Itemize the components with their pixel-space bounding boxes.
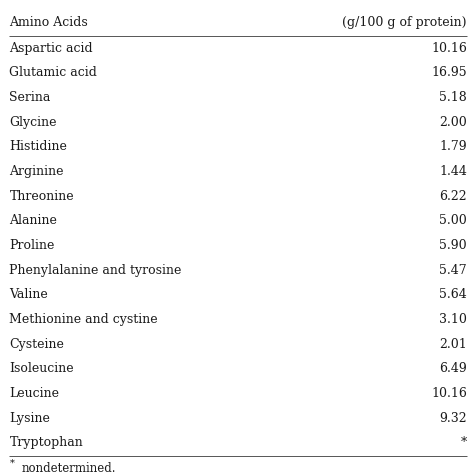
- Text: 2.00: 2.00: [439, 116, 467, 129]
- Text: 1.44: 1.44: [439, 165, 467, 178]
- Text: Histidine: Histidine: [9, 140, 67, 154]
- Text: Arginine: Arginine: [9, 165, 64, 178]
- Text: Cysteine: Cysteine: [9, 337, 64, 351]
- Text: Threonine: Threonine: [9, 190, 74, 203]
- Text: 6.49: 6.49: [439, 362, 467, 375]
- Text: Phenylalanine and tyrosine: Phenylalanine and tyrosine: [9, 264, 182, 277]
- Text: Glycine: Glycine: [9, 116, 57, 129]
- Text: 10.16: 10.16: [431, 42, 467, 55]
- Text: Proline: Proline: [9, 239, 55, 252]
- Text: 6.22: 6.22: [439, 190, 467, 203]
- Text: 2.01: 2.01: [439, 337, 467, 351]
- Text: 5.47: 5.47: [439, 264, 467, 277]
- Text: Aspartic acid: Aspartic acid: [9, 42, 93, 55]
- Text: Leucine: Leucine: [9, 387, 59, 400]
- Text: 1.79: 1.79: [439, 140, 467, 154]
- Text: 3.10: 3.10: [439, 313, 467, 326]
- Text: 5.18: 5.18: [439, 91, 467, 104]
- Text: nondetermined.: nondetermined.: [21, 462, 116, 474]
- Text: Isoleucine: Isoleucine: [9, 362, 74, 375]
- Text: (g/100 g of protein): (g/100 g of protein): [342, 17, 467, 29]
- Text: Methionine and cystine: Methionine and cystine: [9, 313, 158, 326]
- Text: *: *: [461, 436, 467, 449]
- Text: Amino Acids: Amino Acids: [9, 17, 88, 29]
- Text: 5.90: 5.90: [439, 239, 467, 252]
- Text: 5.64: 5.64: [439, 288, 467, 301]
- Text: 9.32: 9.32: [439, 411, 467, 425]
- Text: Valine: Valine: [9, 288, 48, 301]
- Text: Alanine: Alanine: [9, 214, 57, 228]
- Text: 10.16: 10.16: [431, 387, 467, 400]
- Text: Tryptophan: Tryptophan: [9, 436, 83, 449]
- Text: Lysine: Lysine: [9, 411, 50, 425]
- Text: 16.95: 16.95: [431, 66, 467, 80]
- Text: 5.00: 5.00: [439, 214, 467, 228]
- Text: Glutamic acid: Glutamic acid: [9, 66, 97, 80]
- Text: Serina: Serina: [9, 91, 51, 104]
- Text: *: *: [9, 459, 14, 467]
